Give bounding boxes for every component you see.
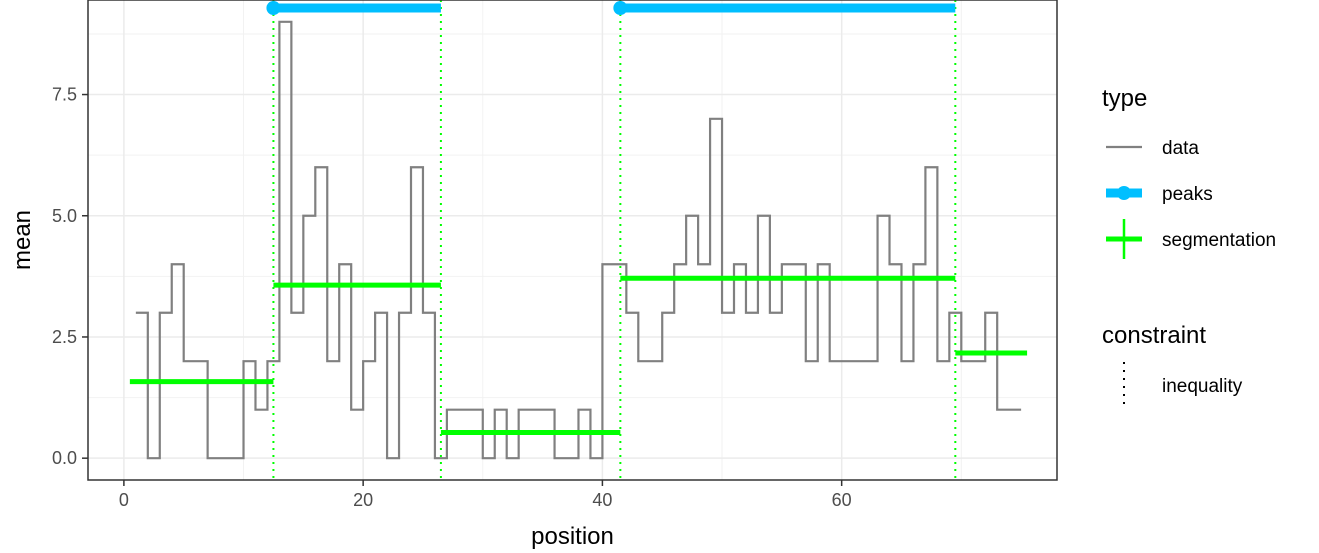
legend-label-data: data <box>1162 138 1199 159</box>
y-tick-label: 5.0 <box>52 206 77 226</box>
x-axis-title: position <box>531 523 614 550</box>
panel-border <box>87 0 1058 481</box>
legend-key-peaks-point <box>1117 186 1131 200</box>
x-tick-label: 60 <box>832 490 852 510</box>
y-tick-label: 0.0 <box>52 448 77 468</box>
x-tick-label: 40 <box>592 490 612 510</box>
legend-label-inequality: inequality <box>1162 376 1243 397</box>
legend-title-constraint: constraint <box>1102 322 1206 349</box>
x-tick-label: 0 <box>119 490 129 510</box>
legend-label-peaks: peaks <box>1162 184 1213 205</box>
y-axis-title: mean <box>9 210 36 270</box>
legend-label-segmentation: segmentation <box>1162 230 1276 251</box>
y-tick-label: 7.5 <box>52 85 77 105</box>
peak-start-point <box>266 1 281 15</box>
y-tick-label: 2.5 <box>52 327 77 347</box>
x-tick-label: 20 <box>353 490 373 510</box>
plot-panel <box>88 0 1057 480</box>
peak-start-point <box>613 1 628 15</box>
legend-title-type: type <box>1102 85 1147 112</box>
